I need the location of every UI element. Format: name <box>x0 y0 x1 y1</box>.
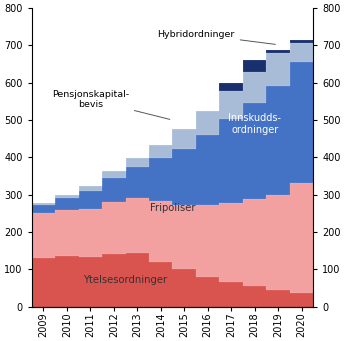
Text: Hybridordninger: Hybridordninger <box>157 30 275 44</box>
Text: Pensjonskapital-
bevis: Pensjonskapital- bevis <box>52 90 170 119</box>
Text: Fripoliser: Fripoliser <box>150 203 195 213</box>
Text: Ytelsesordninger: Ytelsesordninger <box>83 275 168 285</box>
Text: Innskudds-
ordninger: Innskudds- ordninger <box>228 113 281 135</box>
